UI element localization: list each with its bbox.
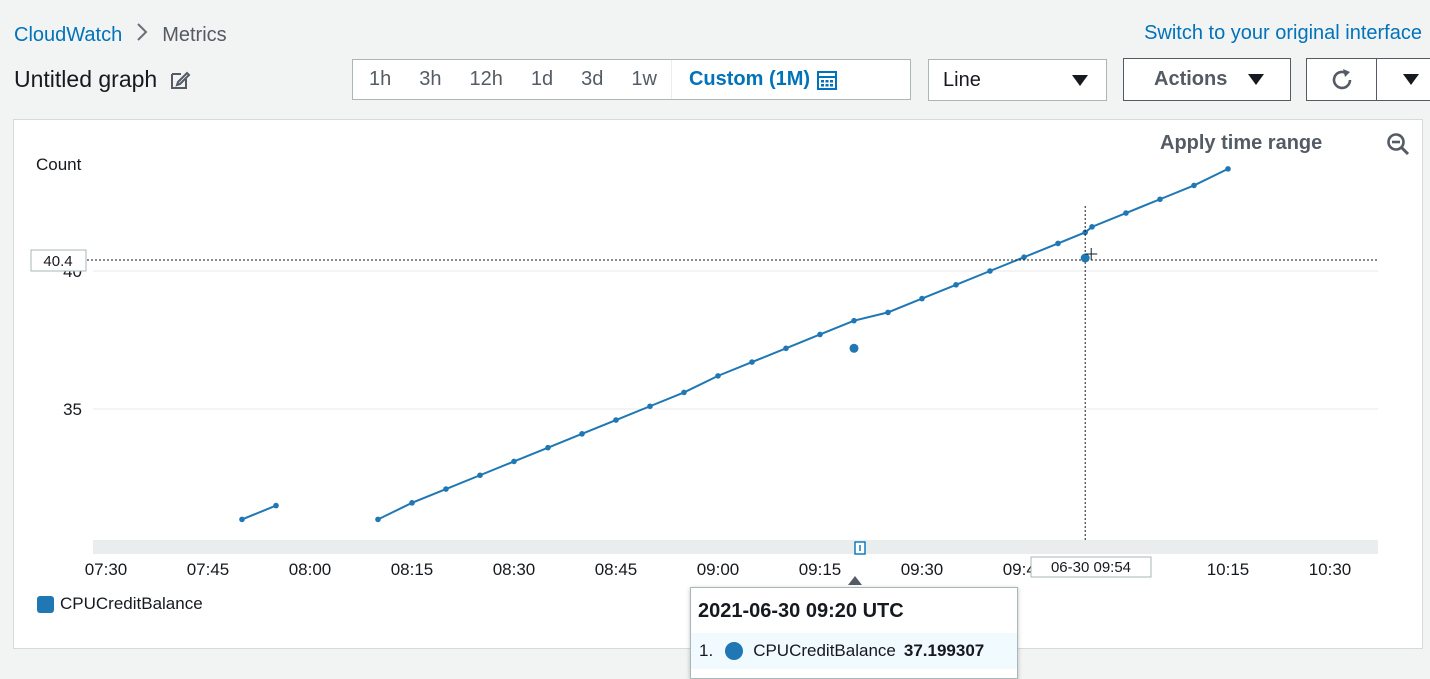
data-point[interactable] xyxy=(681,389,687,396)
actions-label: Actions xyxy=(1154,68,1228,90)
time-range-1d[interactable]: 1d xyxy=(530,68,554,90)
crosshair-y-label-box xyxy=(30,249,87,272)
time-range-3d[interactable]: 3d xyxy=(581,68,604,90)
tooltip-value: 37.199307 xyxy=(903,641,985,660)
page-title: Untitled graph xyxy=(14,66,158,92)
data-point[interactable] xyxy=(409,500,415,506)
tooltip-arrow xyxy=(848,576,862,585)
tooltip-series-name: CPUCreditBalance xyxy=(753,641,896,660)
data-point[interactable] xyxy=(273,502,279,509)
x-tick-label: 09:15 xyxy=(799,560,842,579)
data-point[interactable] xyxy=(647,403,653,410)
caret-down-icon xyxy=(1403,74,1419,85)
data-point[interactable] xyxy=(953,282,959,288)
data-point[interactable] xyxy=(477,472,483,479)
tooltip-index: 1. xyxy=(699,641,714,660)
crosshair-x-label: 06-30 09:54 xyxy=(1051,559,1131,576)
caret-down-icon xyxy=(1072,75,1088,86)
refresh-icon xyxy=(1332,68,1351,89)
data-point[interactable] xyxy=(749,359,755,365)
time-range-selector: 1h 3h 12h 1d 3d 1w Custom (1M) xyxy=(352,59,911,100)
data-point[interactable] xyxy=(1123,210,1129,216)
edit-icon[interactable] xyxy=(169,69,191,91)
crosshair-y-label: 40.4 xyxy=(43,253,72,270)
data-point[interactable] xyxy=(1055,240,1061,247)
data-point[interactable] xyxy=(817,331,823,338)
crosshair-x-label-box xyxy=(1030,556,1152,578)
caret-down-icon xyxy=(1248,74,1264,85)
data-point[interactable] xyxy=(375,516,381,523)
x-tick-label: 08:45 xyxy=(595,560,638,579)
x-tick-label: 08:15 xyxy=(391,560,434,579)
data-point[interactable] xyxy=(783,345,789,352)
data-point[interactable] xyxy=(239,516,245,523)
x-tick-label: 07:30 xyxy=(85,560,128,579)
tooltip-series-dot xyxy=(725,642,744,660)
time-range-3h[interactable]: 3h xyxy=(419,68,442,90)
data-point[interactable] xyxy=(851,317,857,324)
chart-type-value: Line xyxy=(943,68,981,91)
scroll-handle[interactable] xyxy=(854,541,866,555)
calendar-icon xyxy=(817,70,838,90)
tooltip-title: 2021-06-30 09:20 UTC xyxy=(698,600,904,622)
y-tick-label: 35 xyxy=(63,400,82,419)
data-point[interactable] xyxy=(1082,229,1088,236)
graph-panel xyxy=(13,119,1423,649)
data-point[interactable] xyxy=(885,309,891,316)
breadcrumb-current: Metrics xyxy=(162,23,227,46)
highlighted-data-point[interactable] xyxy=(849,343,859,353)
data-point[interactable] xyxy=(613,417,619,423)
refresh-button[interactable] xyxy=(1306,58,1377,101)
data-tooltip: 2021-06-30 09:20 UTC 1. CPUCreditBalance… xyxy=(690,587,1018,679)
data-point[interactable] xyxy=(1089,224,1095,230)
zoom-out-icon[interactable] xyxy=(1385,131,1411,157)
x-tick-label: 10:30 xyxy=(1309,560,1352,579)
data-point[interactable] xyxy=(987,268,993,274)
x-tick-label: 08:30 xyxy=(493,560,536,579)
tooltip-row: 1. CPUCreditBalance 37.199307 xyxy=(691,633,1017,669)
legend-label[interactable]: CPUCreditBalance xyxy=(60,594,203,613)
actions-button[interactable]: Actions xyxy=(1123,58,1291,101)
chart-type-select[interactable]: Line xyxy=(928,59,1107,101)
switch-interface-link[interactable]: Switch to your original interface xyxy=(1144,22,1422,44)
time-range-1w[interactable]: 1w xyxy=(631,68,657,90)
apply-time-range-button[interactable]: Apply time range xyxy=(1160,132,1323,154)
data-point[interactable] xyxy=(1157,196,1163,203)
series-line xyxy=(377,167,1229,521)
data-point[interactable] xyxy=(511,458,517,465)
series-line xyxy=(241,504,277,521)
time-range-1h[interactable]: 1h xyxy=(369,68,392,90)
breadcrumb-cloudwatch-link[interactable]: CloudWatch xyxy=(14,23,123,46)
x-tick-label: 09:30 xyxy=(901,560,944,579)
title-row: Untitled graph xyxy=(14,66,191,93)
crosshair-point xyxy=(1080,253,1090,263)
x-tick-label: 08:00 xyxy=(289,560,332,579)
x-tick-label: 07:45 xyxy=(187,560,230,579)
legend-swatch xyxy=(37,596,54,613)
data-point[interactable] xyxy=(919,295,925,302)
time-range-custom[interactable]: Custom (1M) xyxy=(670,60,852,99)
time-scrollbar[interactable] xyxy=(93,540,1378,554)
data-point[interactable] xyxy=(715,373,721,379)
data-point[interactable] xyxy=(545,444,551,451)
data-point[interactable] xyxy=(1225,166,1231,172)
data-point[interactable] xyxy=(443,486,449,492)
data-point[interactable] xyxy=(1191,182,1197,189)
custom-range-label: Custom (1M) xyxy=(688,68,811,90)
refresh-options-button[interactable] xyxy=(1376,58,1430,101)
chevron-right-icon xyxy=(136,22,148,48)
breadcrumb: CloudWatch Metrics xyxy=(14,22,227,48)
y-axis-label: Count xyxy=(36,155,82,174)
data-point[interactable] xyxy=(1021,254,1027,260)
time-range-12h[interactable]: 12h xyxy=(469,68,503,90)
x-tick-label: 10:15 xyxy=(1207,560,1250,579)
data-point[interactable] xyxy=(579,431,585,437)
x-tick-label: 09:00 xyxy=(697,560,740,579)
